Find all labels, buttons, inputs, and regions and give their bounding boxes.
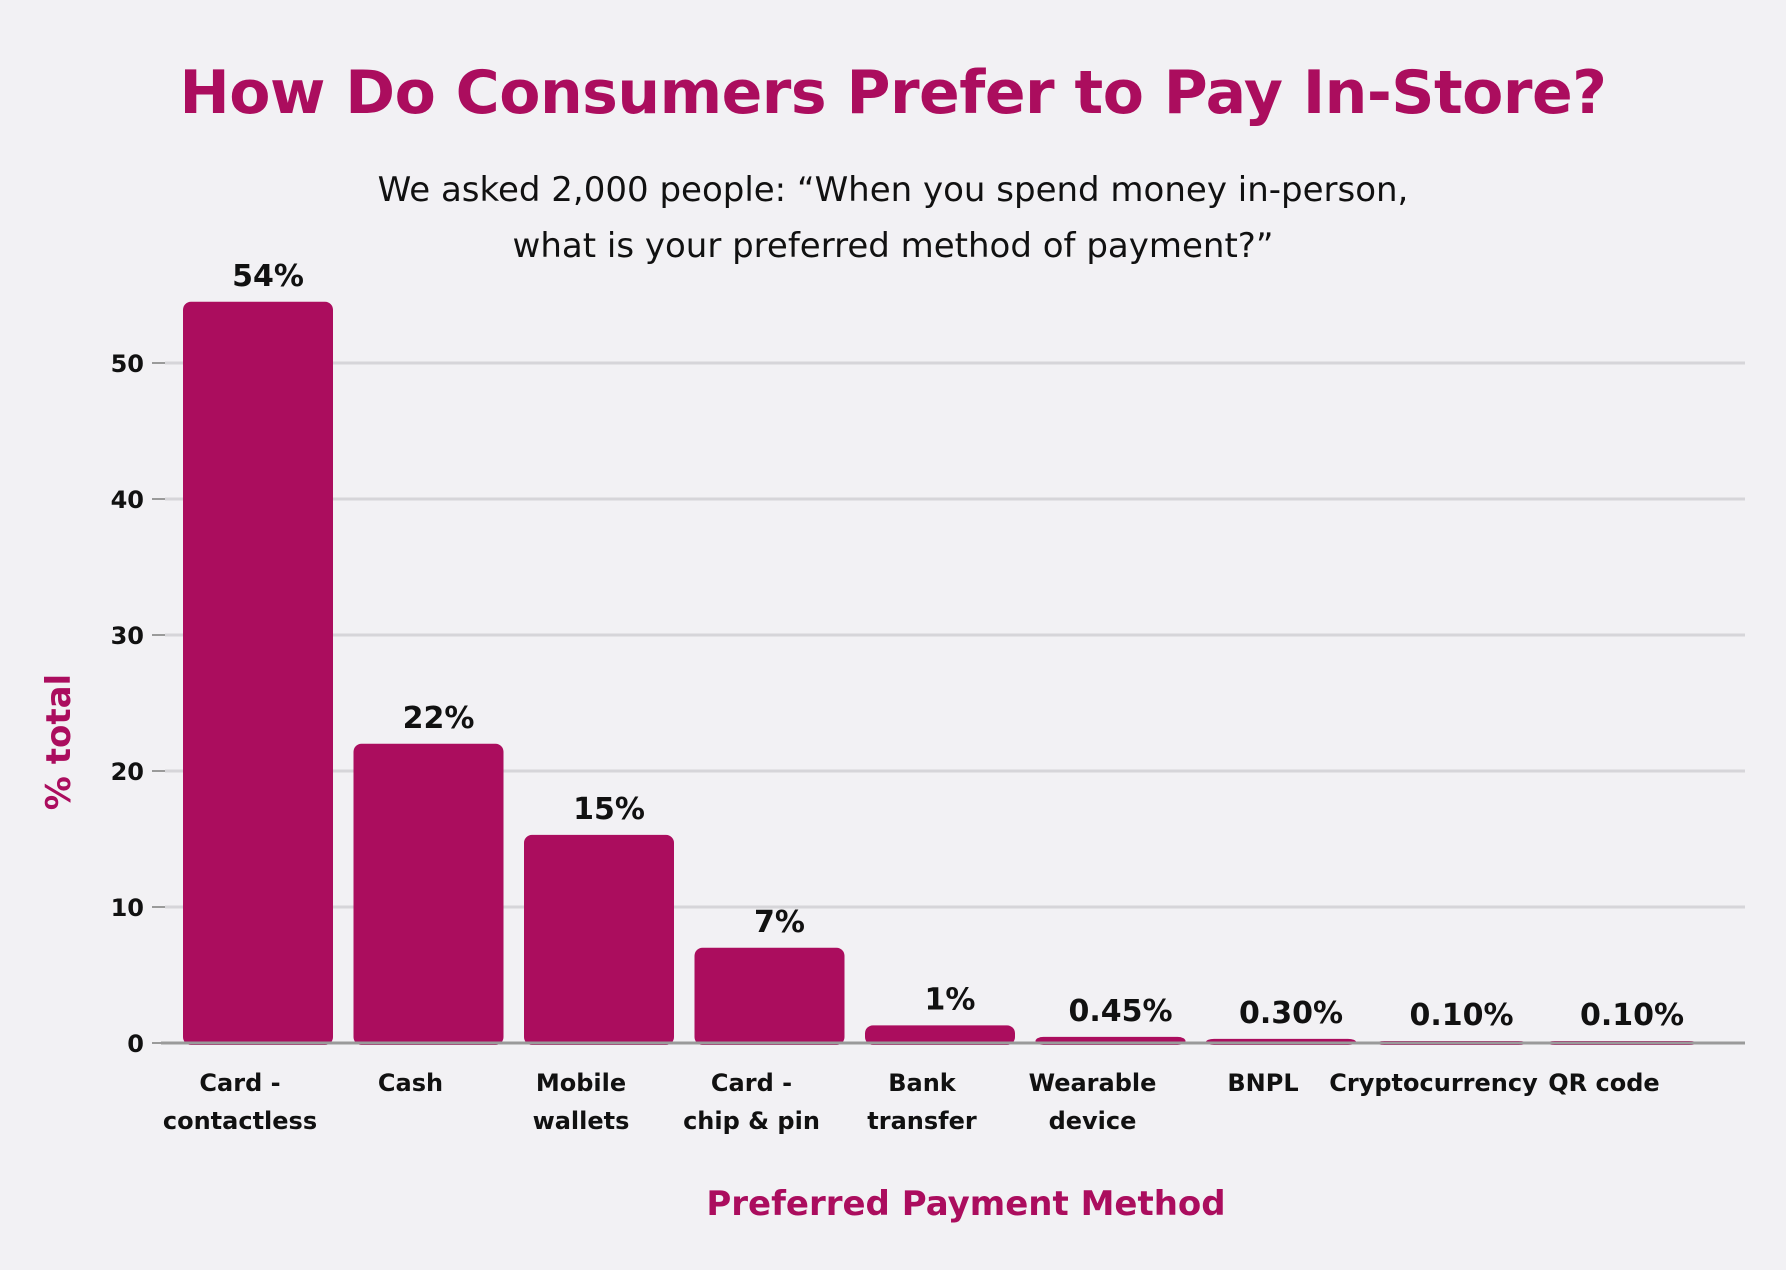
bar xyxy=(353,743,504,1045)
bar xyxy=(524,834,674,1045)
x-tick-label: Mobile xyxy=(536,1069,626,1097)
data-label: 0.10% xyxy=(1409,998,1513,1033)
data-label: 1% xyxy=(925,982,976,1017)
y-axis-title: % total xyxy=(39,674,79,810)
y-tick-label: 40 xyxy=(111,486,144,514)
x-tick-label: Wearable xyxy=(1029,1069,1157,1097)
bar xyxy=(865,1025,1015,1045)
x-axis-title: Preferred Payment Method xyxy=(706,1184,1225,1224)
x-tick-label: wallets xyxy=(533,1107,630,1135)
x-tick-label: Cryptocurrency xyxy=(1329,1069,1538,1097)
x-tick-label: QR code xyxy=(1548,1069,1659,1097)
chart-title: How Do Consumers Prefer to Pay In-Store? xyxy=(179,58,1607,128)
data-label: 22% xyxy=(403,701,475,736)
data-label: 0.30% xyxy=(1239,996,1343,1031)
y-tick-label: 10 xyxy=(111,894,144,922)
bar xyxy=(183,301,333,1045)
x-tick-label: transfer xyxy=(867,1107,977,1135)
x-tick-label: chip & pin xyxy=(683,1107,820,1135)
x-tick-label: BNPL xyxy=(1227,1069,1298,1097)
x-tick-label: contactless xyxy=(163,1107,317,1135)
subtitle-line-1: We asked 2,000 people: “When you spend m… xyxy=(377,170,1409,210)
x-tick-label: Cash xyxy=(378,1069,443,1097)
data-label: 7% xyxy=(754,905,805,940)
subtitle-line-2: what is your preferred method of payment… xyxy=(512,226,1274,266)
chart-subtitle: We asked 2,000 people: “When you spend m… xyxy=(0,162,1786,274)
x-tick-label: Card - xyxy=(711,1069,792,1097)
x-tick-label: device xyxy=(1049,1107,1137,1135)
x-tick-label: Bank xyxy=(888,1069,957,1097)
y-tick-label: 50 xyxy=(111,350,144,378)
y-tick-label: 30 xyxy=(111,622,144,650)
data-label: 54% xyxy=(232,259,304,294)
x-tick-label: Card - xyxy=(199,1069,280,1097)
data-label: 0.45% xyxy=(1068,994,1172,1029)
y-tick-label: 0 xyxy=(127,1030,144,1058)
y-tick-label: 20 xyxy=(111,758,144,786)
data-label: 15% xyxy=(573,792,645,827)
data-label: 0.10% xyxy=(1580,998,1684,1033)
bar xyxy=(694,947,845,1045)
